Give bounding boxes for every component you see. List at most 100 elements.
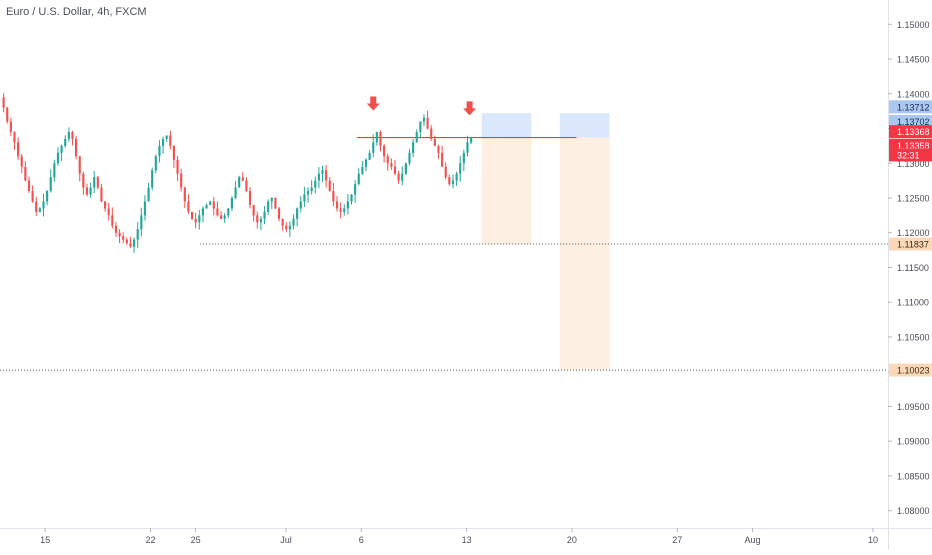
candle-body — [136, 229, 139, 240]
y-tick-label: 1.11000 — [897, 298, 929, 308]
candle-body — [426, 118, 429, 129]
arrows-layer — [366, 96, 477, 116]
price-tag-label: 1.13358 — [897, 141, 930, 151]
candle-body — [386, 156, 389, 164]
candle-body — [198, 215, 201, 223]
candle-body — [288, 225, 291, 230]
candle-body — [140, 215, 143, 230]
down-arrow-icon — [463, 101, 477, 116]
candle-body — [270, 198, 273, 202]
candles-layer — [2, 93, 473, 254]
candle-body — [219, 215, 223, 219]
candle-body — [71, 132, 74, 139]
candle-body — [459, 163, 462, 174]
candle-body — [263, 211, 266, 219]
x-tick-label: 25 — [191, 535, 201, 545]
y-tick-label: 1.14000 — [897, 89, 930, 99]
candle-body — [53, 163, 56, 178]
stop-loss-zone-2 — [559, 113, 610, 138]
y-tick-label: 1.10500 — [897, 332, 930, 342]
candle-body — [234, 187, 237, 198]
candle-body — [256, 215, 259, 223]
candle-body — [361, 166, 364, 174]
candle-body — [397, 173, 400, 181]
candle-body — [248, 191, 252, 205]
candle-body — [299, 201, 302, 209]
candle-body — [277, 208, 281, 219]
candle-body — [60, 145, 63, 153]
position-zones-layer — [481, 113, 610, 371]
candle-body — [9, 121, 12, 132]
candle-body — [100, 187, 103, 202]
candle-body — [422, 118, 426, 122]
candle-body — [335, 201, 339, 209]
candle-body — [346, 201, 349, 209]
candle-body — [285, 225, 288, 230]
candle-body — [314, 180, 317, 188]
candle-body — [89, 187, 92, 195]
candle-body — [354, 184, 357, 195]
candle-body — [169, 135, 172, 146]
price-tag-label: 1.13368 — [897, 127, 930, 137]
candle-body — [24, 166, 27, 181]
candle-body — [56, 152, 60, 164]
price-tag-bg — [889, 100, 932, 114]
price-tag-bg — [889, 114, 932, 128]
price-tag-label: 1.13712 — [897, 102, 930, 112]
candle-body — [122, 236, 125, 240]
candle-body — [419, 121, 422, 132]
x-tick-label: 27 — [672, 535, 682, 545]
candle-body — [241, 177, 244, 181]
candle-body — [296, 208, 299, 219]
candle-body — [125, 239, 128, 244]
candle-body — [154, 156, 157, 171]
candle-body — [350, 194, 353, 202]
candle-body — [227, 208, 230, 216]
price-tag-label: 1.10023 — [897, 366, 930, 376]
price-tag-label: 1.11837 — [897, 240, 929, 250]
candle-body — [205, 204, 208, 209]
candle-body — [20, 156, 23, 167]
y-tick-label: 1.09500 — [897, 402, 930, 412]
candle-body — [383, 145, 386, 157]
candle-body — [466, 142, 469, 153]
price-tag-bg — [889, 125, 932, 139]
y-tick-label: 1.08000 — [897, 506, 930, 516]
candle-body — [2, 97, 5, 108]
candle-body — [390, 163, 393, 167]
x-tick-label: 15 — [40, 535, 50, 545]
candle-body — [183, 187, 186, 202]
candle-body — [292, 218, 295, 226]
candle-body — [64, 138, 67, 146]
candle-body — [93, 177, 96, 188]
candle-body — [451, 180, 455, 185]
candle-body — [223, 215, 226, 219]
y-tick-label: 1.13000 — [897, 159, 930, 169]
candle-body — [408, 152, 411, 164]
candle-body — [27, 180, 31, 192]
level-lines-layer — [0, 136, 888, 371]
y-tick-label: 1.12000 — [897, 228, 930, 238]
candle-body — [437, 145, 440, 153]
x-tick-label: 13 — [462, 535, 472, 545]
candle-body — [317, 173, 320, 181]
candle-body — [267, 201, 270, 212]
candle-body — [462, 152, 465, 164]
y-tick-label: 1.14500 — [897, 55, 930, 65]
candle-body — [252, 204, 255, 216]
candle-body — [328, 180, 331, 192]
x-tick-label: 22 — [146, 535, 156, 545]
x-tick-label: Aug — [745, 535, 761, 545]
candle-body — [190, 211, 194, 219]
candle-body — [332, 191, 335, 202]
candle-body — [444, 166, 447, 178]
candle-body — [111, 215, 114, 226]
candle-body — [433, 138, 436, 146]
candle-body — [49, 177, 52, 192]
candle-body — [172, 145, 176, 160]
x-tick-label: 6 — [359, 535, 364, 545]
candle-body — [85, 187, 89, 195]
